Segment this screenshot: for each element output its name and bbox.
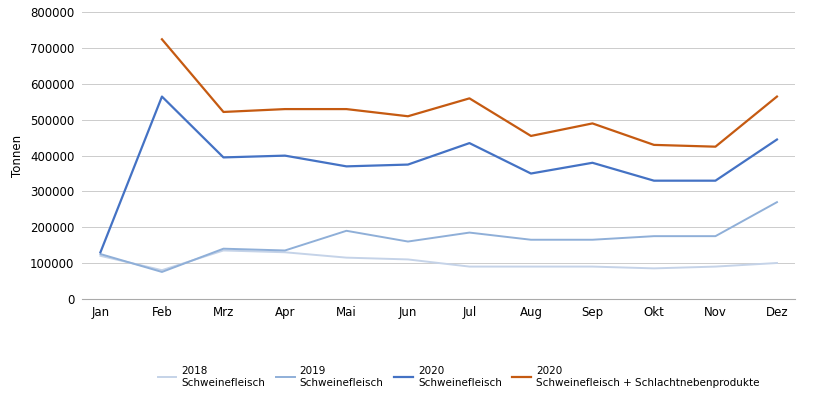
Y-axis label: Tonnen: Tonnen [11,134,25,177]
Legend: 2018
Schweinefleisch, 2019
Schweinefleisch, 2020
Schweinefleisch, 2020
Schweinef: 2018 Schweinefleisch, 2019 Schweinefleis… [153,362,763,392]
